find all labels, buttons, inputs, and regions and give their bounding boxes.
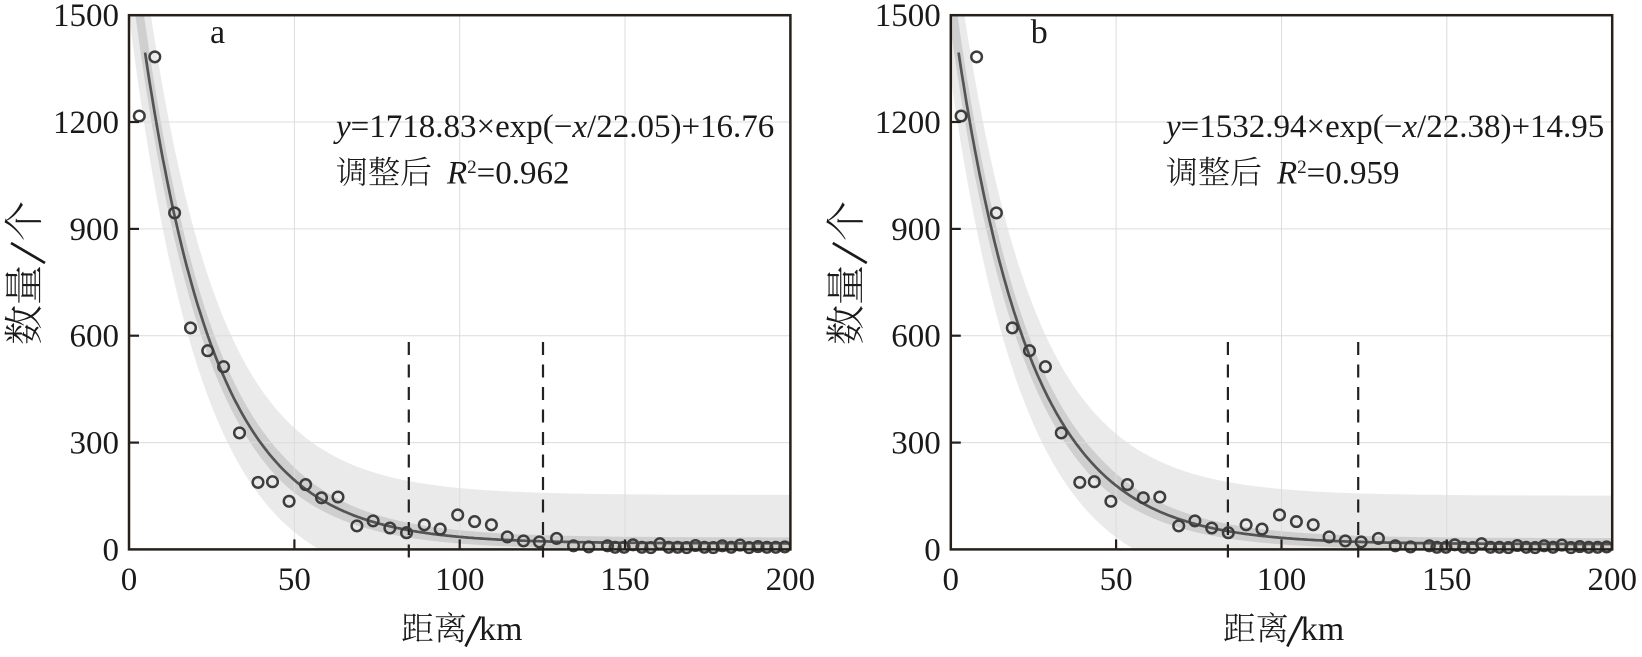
svg-text:200: 200 bbox=[766, 562, 816, 598]
svg-text:b: b bbox=[1031, 14, 1048, 51]
svg-text:1200: 1200 bbox=[875, 105, 941, 141]
svg-text:km: km bbox=[1301, 611, 1344, 648]
svg-text:0: 0 bbox=[103, 532, 120, 568]
svg-text:a: a bbox=[210, 14, 225, 51]
svg-text:y=1718.83×exp(−x/22.05)+16.76: y=1718.83×exp(−x/22.05)+16.76 bbox=[333, 109, 774, 145]
svg-text:200: 200 bbox=[1587, 562, 1637, 598]
svg-text:50: 50 bbox=[1100, 562, 1133, 598]
svg-text:50: 50 bbox=[278, 562, 311, 598]
svg-text:R2=0.959: R2=0.959 bbox=[1276, 156, 1400, 192]
svg-text:km: km bbox=[479, 611, 522, 648]
svg-text:150: 150 bbox=[1422, 562, 1472, 598]
svg-text:300: 300 bbox=[70, 426, 120, 462]
svg-text:600: 600 bbox=[891, 319, 941, 355]
svg-text:1500: 1500 bbox=[53, 0, 119, 34]
svg-text:900: 900 bbox=[70, 212, 120, 248]
svg-text:900: 900 bbox=[891, 212, 941, 248]
svg-text:0: 0 bbox=[121, 562, 138, 598]
svg-text:300: 300 bbox=[891, 426, 941, 462]
svg-text:100: 100 bbox=[435, 562, 485, 598]
svg-text:600: 600 bbox=[70, 319, 120, 355]
svg-text:0: 0 bbox=[943, 562, 960, 598]
svg-text:R2=0.962: R2=0.962 bbox=[446, 156, 570, 192]
svg-text:100: 100 bbox=[1257, 562, 1307, 598]
svg-text:0: 0 bbox=[924, 532, 941, 568]
svg-text:y=1532.94×exp(−x/22.38)+14.95: y=1532.94×exp(−x/22.38)+14.95 bbox=[1163, 109, 1604, 145]
svg-text:1200: 1200 bbox=[53, 105, 119, 141]
svg-text:150: 150 bbox=[600, 562, 650, 598]
svg-text:1500: 1500 bbox=[875, 0, 941, 34]
